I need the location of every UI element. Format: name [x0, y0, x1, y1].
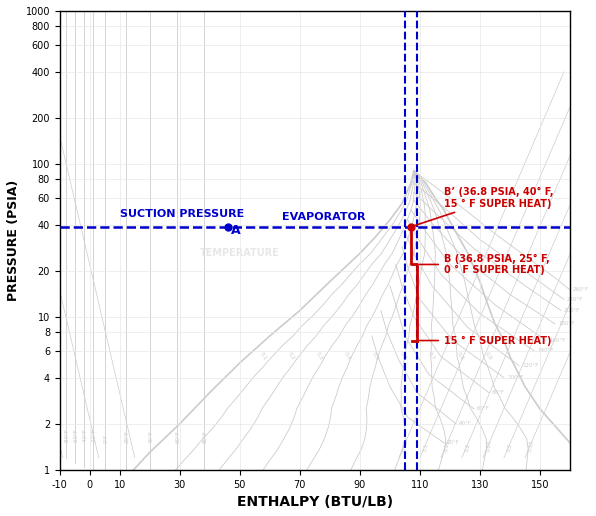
Text: 220°F: 220°F: [567, 297, 583, 302]
Text: 0.3: 0.3: [507, 443, 513, 453]
Text: 40°F: 40°F: [459, 421, 472, 426]
Text: SUCTION PRESSURE: SUCTION PRESSURE: [120, 209, 244, 219]
Text: 0.2: 0.2: [287, 351, 296, 361]
Text: 80°F: 80°F: [203, 430, 208, 443]
Text: 0°F: 0°F: [104, 433, 108, 443]
Text: 200°F: 200°F: [564, 308, 581, 313]
Text: -20°F: -20°F: [92, 428, 97, 443]
Text: 0.1: 0.1: [423, 443, 429, 453]
Text: 0.1: 0.1: [259, 351, 268, 361]
Text: 100°F: 100°F: [507, 375, 523, 380]
Text: 0.7: 0.7: [427, 351, 436, 361]
Text: 0.05: 0.05: [402, 440, 409, 453]
Text: 140°F: 140°F: [537, 348, 553, 353]
Text: 0.35: 0.35: [528, 440, 535, 453]
X-axis label: ENTHALPY (BTU/LB): ENTHALPY (BTU/LB): [237, 495, 393, 509]
Text: 0.9: 0.9: [483, 351, 492, 361]
Text: TEMPERATURE: TEMPERATURE: [200, 248, 280, 258]
Text: -40°F: -40°F: [83, 428, 88, 443]
Text: 0.15: 0.15: [444, 440, 451, 453]
Text: 15 ° F SUPER HEAT): 15 ° F SUPER HEAT): [420, 335, 551, 346]
Text: 180°F: 180°F: [558, 321, 575, 326]
Text: B (36.8 PSIA, 25° F,
0 ° F SUPER HEAT): B (36.8 PSIA, 25° F, 0 ° F SUPER HEAT): [420, 253, 550, 276]
Text: 80°F: 80°F: [492, 390, 505, 395]
Text: 40°F: 40°F: [149, 430, 154, 443]
Text: 20°F: 20°F: [447, 440, 460, 445]
Text: 0.5: 0.5: [371, 351, 380, 361]
Text: 60°F: 60°F: [176, 430, 181, 443]
Text: 120°F: 120°F: [522, 363, 538, 368]
Text: -60°F: -60°F: [74, 428, 79, 443]
Text: -80°F: -80°F: [65, 428, 70, 443]
Text: B’ (36.8 PSIA, 40° F,
15 ° F SUPER HEAT): B’ (36.8 PSIA, 40° F, 15 ° F SUPER HEAT): [414, 187, 554, 226]
Text: 60°F: 60°F: [477, 407, 490, 411]
Text: 20°F: 20°F: [125, 430, 130, 443]
Text: 0.6: 0.6: [399, 351, 408, 361]
Text: 160°F: 160°F: [549, 338, 566, 343]
Text: EVAPORATOR: EVAPORATOR: [282, 212, 365, 222]
Text: 0.8: 0.8: [455, 351, 464, 361]
Text: 0.25: 0.25: [486, 440, 493, 453]
Text: 0.3: 0.3: [315, 351, 324, 361]
Y-axis label: PRESSURE (PSIA): PRESSURE (PSIA): [7, 180, 20, 301]
Text: 0.2: 0.2: [465, 443, 471, 453]
Text: 0.4: 0.4: [343, 351, 352, 361]
Text: 260°F: 260°F: [573, 287, 589, 293]
Text: A: A: [231, 224, 240, 237]
